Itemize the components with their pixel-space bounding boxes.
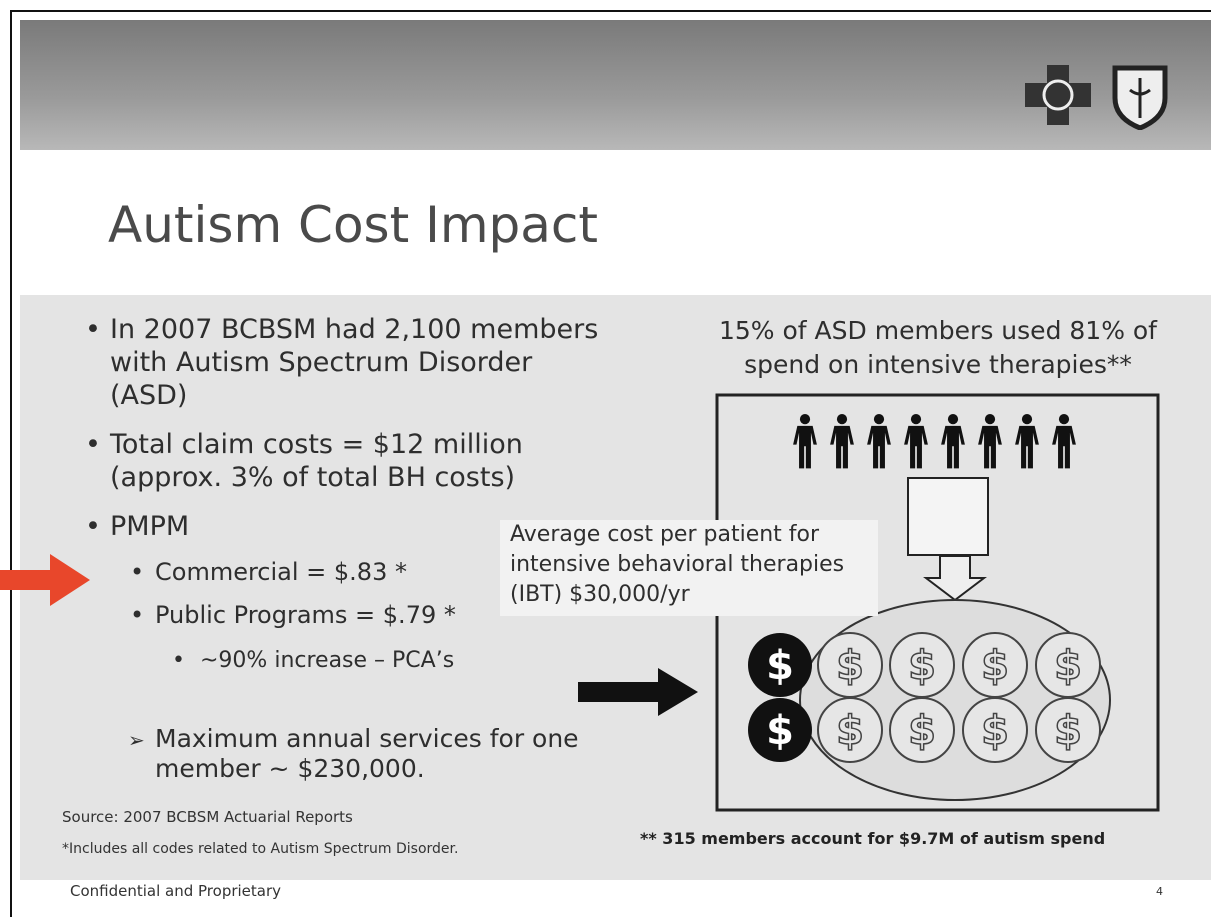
person-head: [911, 414, 921, 424]
callout: Average cost per patient for intensive b…: [500, 520, 878, 616]
coin-symbol: $: [981, 708, 1009, 754]
person-body: [978, 426, 1002, 469]
person-body: [830, 426, 854, 469]
down-arrow: [926, 556, 984, 600]
person-body: [867, 426, 891, 469]
person-body: [941, 426, 965, 469]
coin-symbol: $: [1054, 708, 1082, 754]
person-head: [800, 414, 810, 424]
callout-line: (IBT) $30,000/yr: [510, 580, 878, 610]
person-head: [948, 414, 958, 424]
callout-line: Average cost per patient for: [510, 520, 878, 550]
coin-symbol: $: [1054, 643, 1082, 689]
people-inset: [908, 478, 988, 555]
person-head: [1022, 414, 1032, 424]
coin-symbol: $: [908, 643, 936, 689]
pointer-arrow: [578, 668, 698, 716]
page: Autism Cost Impact • In 2007 BCBSM had 2…: [0, 0, 1211, 915]
graphic: $ $ $ $ $ $ $ $ $ $: [0, 0, 1211, 915]
person-body: [904, 426, 928, 469]
person-head: [837, 414, 847, 424]
coin-symbol: $: [836, 708, 864, 754]
footer: Confidential and Proprietary: [70, 882, 281, 900]
person-body: [1052, 426, 1076, 469]
person-body: [793, 426, 817, 469]
person-body: [1015, 426, 1039, 469]
coin-symbol: $: [766, 643, 794, 689]
coin-symbol: $: [908, 708, 936, 754]
coin-symbol: $: [981, 643, 1009, 689]
coin-symbol: $: [836, 643, 864, 689]
callout-line: intensive behavioral therapies: [510, 550, 878, 580]
red-arrow: [0, 554, 90, 606]
person-head: [874, 414, 884, 424]
page-number: 4: [1156, 885, 1163, 898]
person-head: [985, 414, 995, 424]
graphic-note: ** 315 members account for $9.7M of auti…: [640, 829, 1105, 848]
person-head: [1059, 414, 1069, 424]
coin-symbol: $: [766, 708, 794, 754]
